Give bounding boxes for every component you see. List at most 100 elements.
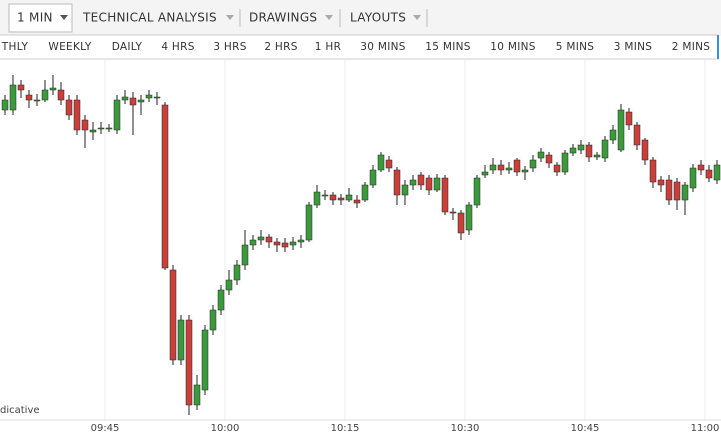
timeframe-button[interactable]: 5 MINS — [556, 41, 595, 53]
x-tick-label: 10:45 — [571, 423, 600, 434]
timeframe-button[interactable]: 4 HRS — [161, 41, 194, 53]
candle-body — [169, 269, 177, 361]
timeframe-button[interactable]: 3 MINS — [614, 41, 653, 53]
candle-body — [89, 129, 97, 133]
candle-body — [593, 154, 601, 158]
candle-body — [585, 144, 593, 158]
candle-body — [105, 127, 113, 130]
candle-body — [465, 204, 473, 231]
candle-body — [121, 96, 129, 101]
candle-body — [617, 109, 625, 151]
candle-body — [561, 152, 569, 173]
dropdown-arrow — [226, 15, 234, 20]
timeframe-button[interactable]: WEEKLY — [48, 41, 91, 53]
candle-body — [257, 236, 265, 241]
candle-body — [657, 179, 665, 186]
candle-body — [57, 89, 65, 101]
candle-body — [625, 111, 633, 126]
candle-body — [633, 124, 641, 146]
candle-body — [137, 99, 145, 103]
candle-body — [321, 194, 329, 197]
candle-body — [281, 242, 289, 248]
candle-body — [569, 147, 577, 154]
candle-body — [9, 84, 17, 111]
candle-body — [129, 97, 137, 106]
candle-body — [217, 289, 225, 311]
timeframe-button[interactable]: 3 HRS — [213, 41, 246, 53]
candle-body — [665, 179, 673, 201]
candle-body — [1, 99, 9, 111]
toolbar-item[interactable]: LAYOUTS — [350, 11, 406, 25]
candle-body — [25, 94, 33, 101]
timeframe-bar — [0, 34, 719, 60]
candle-body — [233, 264, 241, 281]
candle-body — [193, 384, 201, 406]
candle-body — [353, 199, 361, 204]
candle-body — [601, 139, 609, 159]
candle-body — [265, 236, 273, 243]
timeframe-button[interactable]: DAILY — [112, 41, 143, 53]
x-tick-label: 10:00 — [211, 423, 240, 434]
candle-body — [457, 212, 465, 234]
candle-body — [521, 169, 529, 173]
timeframe-button[interactable]: 1 HR — [315, 41, 341, 53]
candle-body — [553, 164, 561, 173]
toolbar-item[interactable]: 1 MIN — [17, 11, 53, 25]
candle-body — [417, 174, 425, 186]
candle-body — [713, 164, 721, 181]
candle-body — [97, 127, 105, 130]
x-tick-label: 10:15 — [331, 423, 360, 434]
candle-body — [433, 177, 441, 191]
candle-body — [545, 154, 553, 164]
plot: 09:45 10:00 10:15 10:30 10:45 11:00 — [0, 60, 721, 434]
x-tick-label: 11:00 — [691, 423, 720, 434]
interval-button[interactable] — [8, 3, 73, 33]
candle-body — [473, 177, 481, 206]
dropdown-arrow — [325, 15, 333, 20]
candle-body — [649, 159, 657, 183]
toolbar-item[interactable]: DRAWINGS — [249, 11, 317, 25]
candle-body — [17, 84, 25, 91]
candle-body — [81, 119, 89, 131]
candle-body — [201, 329, 209, 391]
candle-body — [425, 177, 433, 191]
candle-body — [273, 241, 281, 246]
timeframe-button[interactable]: 30 MINS — [360, 41, 406, 53]
candle-body — [401, 184, 409, 196]
candle-body — [449, 211, 457, 214]
timeframe-button[interactable]: 2 HRS — [264, 41, 297, 53]
timeframe-button[interactable]: THLY — [1, 41, 29, 53]
candle-body — [49, 87, 57, 91]
candle-body — [225, 279, 233, 291]
candle-body — [481, 171, 489, 176]
candle-body — [529, 159, 537, 169]
timeframe-button[interactable]: 10 MINS — [490, 41, 536, 53]
candle-body — [33, 99, 41, 102]
candle-body — [289, 241, 297, 246]
candle-body — [153, 96, 161, 99]
candle-body — [393, 169, 401, 196]
candle-body — [641, 139, 649, 161]
timeframe-button[interactable]: 15 MINS — [425, 41, 471, 53]
candle-body — [209, 309, 217, 331]
candle-body — [161, 104, 169, 269]
indicative-note: dicative — [0, 405, 40, 416]
candle-body — [361, 184, 369, 201]
candle-body — [297, 239, 305, 243]
candle-body — [537, 151, 545, 159]
candle-body — [577, 144, 585, 151]
candle-body — [337, 197, 345, 201]
candle-body — [673, 181, 681, 201]
candle-body — [697, 164, 705, 171]
candle-body — [705, 169, 713, 179]
candle-body — [441, 177, 449, 213]
candle-body — [241, 244, 249, 266]
x-tick-label: 10:30 — [451, 423, 480, 434]
timeframe-button[interactable]: 2 MINS — [672, 41, 711, 53]
candle-body — [113, 99, 121, 131]
candle-body — [305, 204, 313, 241]
toolbar-item[interactable]: TECHNICAL ANALYSIS — [82, 11, 217, 25]
candle-body — [73, 99, 81, 131]
candle-body — [329, 194, 337, 201]
